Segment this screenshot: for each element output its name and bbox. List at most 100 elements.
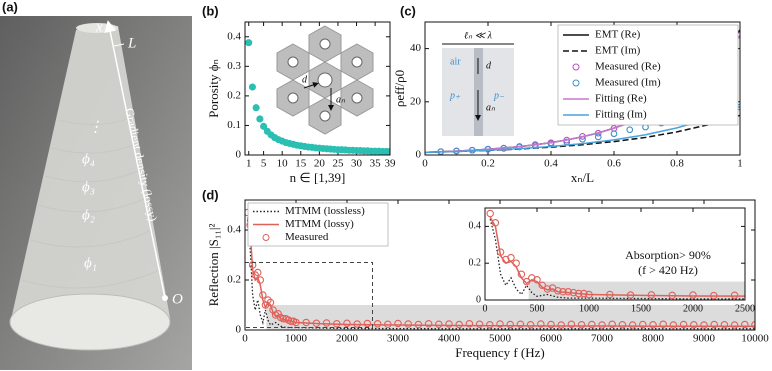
x-tick-label: 0.8: [670, 158, 684, 170]
x-tick-label: 2000: [336, 333, 359, 345]
layer-diagram: [442, 43, 514, 136]
marker: [606, 290, 614, 299]
panel-label: (b): [202, 3, 219, 18]
legend-box: [557, 24, 739, 126]
y-tick-label: 20: [410, 95, 422, 107]
marker: [577, 320, 586, 329]
marker: [720, 320, 729, 329]
x-tick-label: 25: [332, 158, 344, 170]
x-axis-label: xₙ/L: [571, 170, 594, 185]
marker: [516, 320, 525, 328]
marker: [287, 317, 295, 325]
x-tick-label: 0: [483, 303, 488, 314]
marker: [569, 288, 578, 297]
marker: [248, 83, 256, 91]
marker: [251, 271, 259, 279]
marker: [264, 296, 272, 304]
marker: [475, 320, 484, 328]
marker: [522, 277, 531, 286]
unit-cell-diagram: [276, 25, 374, 135]
marker: [564, 287, 572, 296]
marker: [274, 309, 282, 318]
marker: [248, 261, 257, 269]
marker: [363, 319, 372, 328]
marker: [312, 319, 321, 327]
y-tick-label: 0.2: [469, 257, 482, 268]
legend-label: MTMM (lossless): [285, 205, 365, 217]
marker: [506, 320, 514, 329]
marker: [373, 319, 382, 328]
plot-area: [245, 39, 390, 155]
x-tick-label: 0.4: [544, 158, 558, 170]
marker: [496, 320, 504, 328]
plot-area: [486, 209, 745, 300]
x-tick-label: 20: [314, 158, 326, 170]
annotation: Absorption> 90%: [625, 248, 711, 262]
plot-frame: [244, 21, 391, 156]
marker: [567, 320, 576, 328]
marker: [254, 268, 262, 277]
marker: [496, 248, 505, 256]
marker: [435, 320, 443, 328]
x-tick-label: 0.2: [481, 158, 495, 170]
x-tick-label: 6000: [540, 333, 563, 345]
x-tick-label: 5000: [489, 333, 512, 345]
marker: [649, 320, 657, 329]
y-tick-label: 0.1: [227, 119, 241, 131]
x-tick-label: 0.6: [607, 158, 621, 170]
layer-label: ϕ₂: [82, 207, 95, 223]
legend-label: EMT (Re): [595, 29, 641, 41]
inset-label: d: [302, 74, 308, 85]
marker: [639, 320, 647, 329]
marker: [668, 291, 676, 300]
y-tick-label: 0: [236, 324, 242, 336]
y-tick-label: 0.2: [227, 89, 241, 101]
marker: [259, 291, 267, 299]
inset-label: ℓₙ ≪ λ: [464, 30, 493, 41]
origin-label: O: [172, 291, 183, 307]
x-tick-label: 5: [261, 158, 267, 170]
marker: [626, 126, 634, 134]
x-tick-label: 35: [370, 158, 382, 170]
x-tick-label: 8000: [642, 333, 665, 345]
marker: [594, 133, 602, 141]
marker: [465, 319, 474, 328]
marker: [679, 320, 688, 329]
marker: [384, 320, 392, 328]
marker: [585, 290, 593, 299]
panel-label: (c): [400, 3, 416, 18]
legend-marker: [572, 79, 580, 87]
marker: [486, 209, 494, 218]
marker: [302, 318, 310, 327]
marker: [517, 270, 526, 278]
marker: [455, 320, 463, 329]
marker: [559, 287, 567, 296]
marker: [659, 320, 667, 328]
marker: [690, 320, 698, 329]
legend-label: Fitting (Im): [595, 109, 647, 121]
marker: [343, 319, 351, 327]
marker: [502, 255, 510, 264]
y-tick-label: 0: [476, 294, 481, 305]
marker: [710, 291, 718, 300]
x-tick-label: 39: [385, 158, 397, 170]
y-tick-label: 0.4: [227, 224, 241, 236]
marker: [256, 115, 264, 123]
y-axis-label: ρeff/ρ0: [392, 70, 407, 107]
y-tick-label: 0: [416, 149, 422, 161]
panel-label: (a): [2, 0, 18, 14]
x-tick-label: 1000: [579, 303, 599, 314]
marker: [730, 291, 739, 299]
x-tick-label: 1500: [631, 303, 651, 314]
marker: [424, 319, 433, 328]
y-tick-label: 40: [410, 42, 422, 54]
marker: [730, 321, 739, 329]
inset-label: p₋: [493, 90, 505, 101]
x-tick-label: 500: [530, 303, 545, 314]
marker: [537, 320, 545, 328]
layer-label: ϕ₃: [82, 179, 95, 195]
x-tick-label: 15: [295, 158, 307, 170]
legend-marker: [572, 63, 580, 71]
marker: [322, 319, 331, 327]
legend-marker: [262, 234, 270, 241]
